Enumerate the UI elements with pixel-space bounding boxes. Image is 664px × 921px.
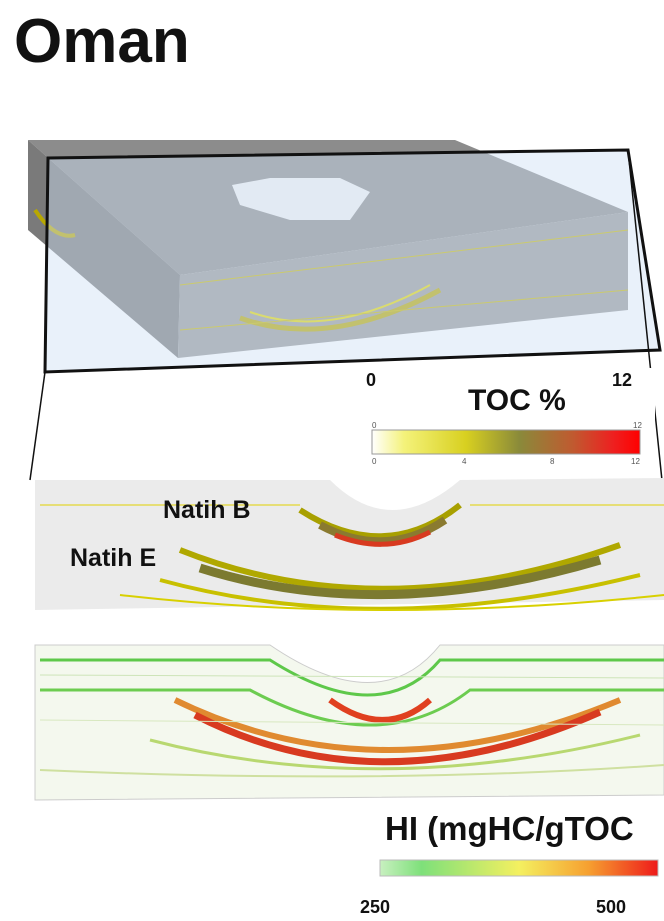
title: Oman	[14, 7, 190, 76]
legend-title: TOC %	[468, 384, 566, 417]
section-label: Natih E	[70, 544, 156, 572]
legend-title: HI (mgHC/gTOC	[385, 810, 634, 847]
colorbar	[380, 860, 658, 876]
tick-label: 8	[550, 457, 555, 466]
tick-label: 12	[631, 457, 640, 466]
legend-min: 0	[366, 370, 376, 390]
tick-label: 0	[372, 421, 377, 430]
colorbar	[372, 430, 640, 454]
page: Oman 0 12 TOC % 0 12 0 4 8 12 Natih B Na…	[0, 0, 664, 921]
tick-label: 12	[633, 421, 642, 430]
hi-section	[35, 645, 664, 800]
legend-max: 500	[596, 897, 626, 917]
tick-label: 0	[372, 457, 377, 466]
section-label: Natih B	[163, 496, 251, 524]
figure: Oman 0 12 TOC % 0 12 0 4 8 12 Natih B Na…	[0, 0, 664, 921]
guide-line	[30, 372, 45, 480]
tick-label: 4	[462, 457, 467, 466]
legend-min: 250	[360, 897, 390, 917]
section-plane	[45, 150, 660, 372]
legend-max: 12	[612, 370, 632, 390]
